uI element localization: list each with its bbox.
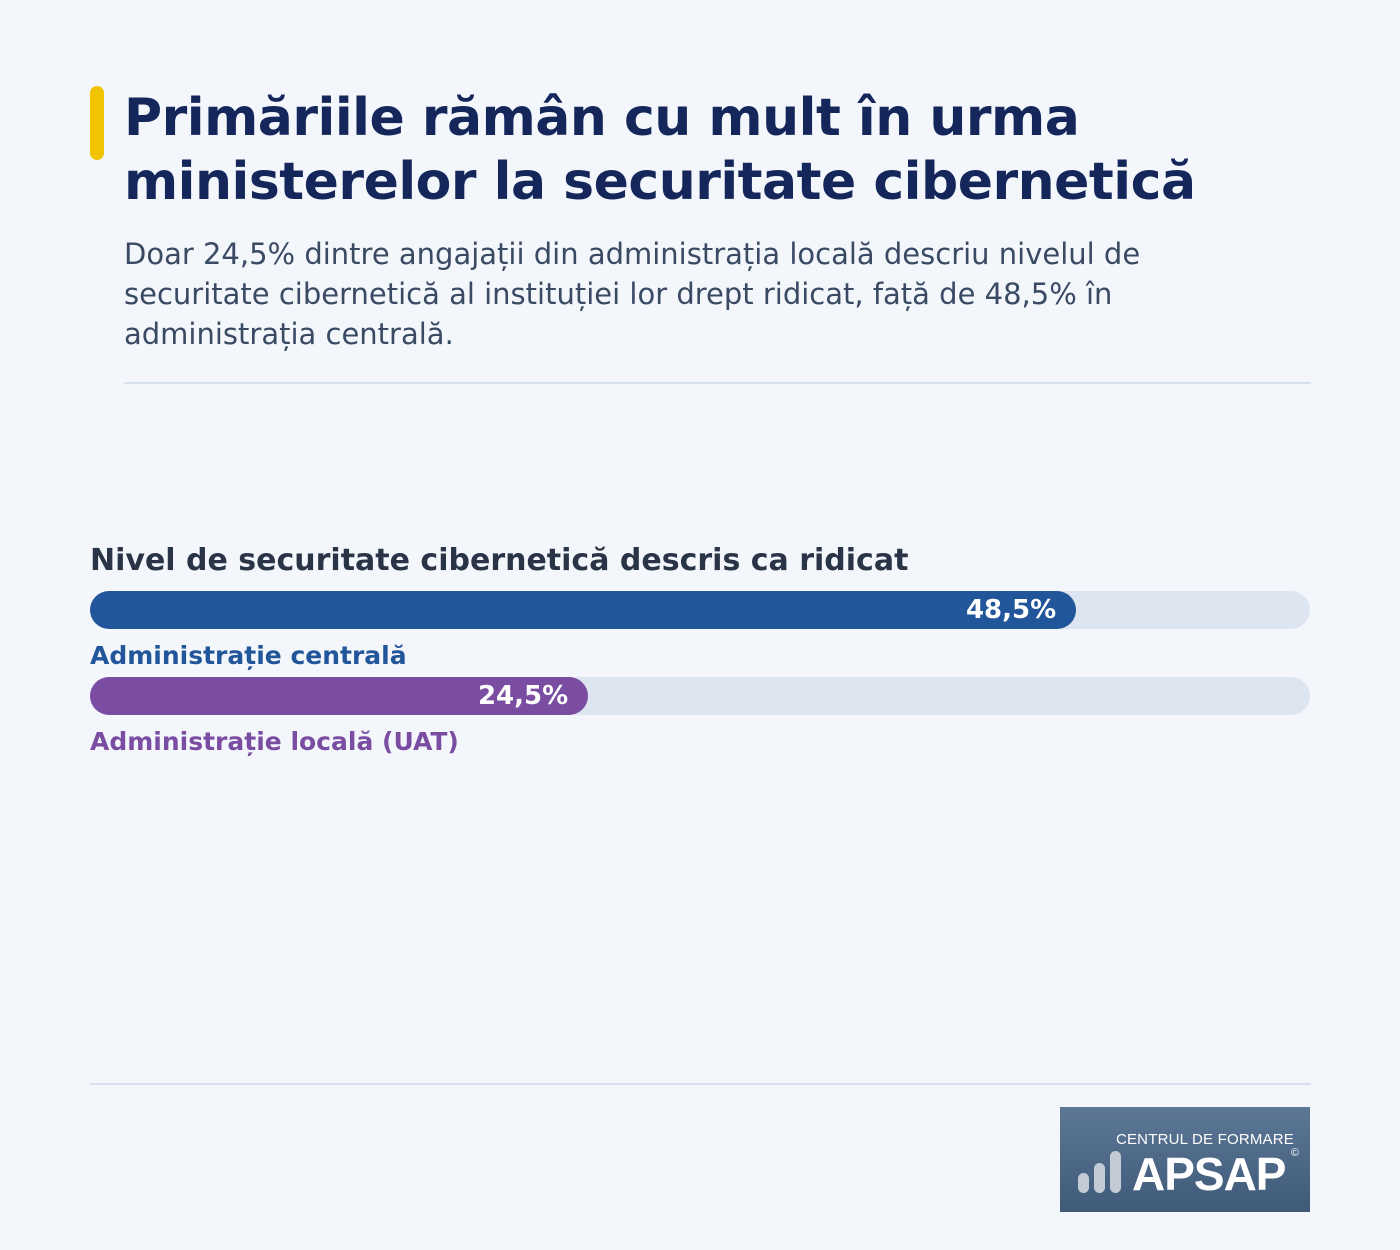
bar-central: 48,5% bbox=[90, 591, 1077, 629]
page-title: Primăriile rămân cu mult în urma ministe… bbox=[124, 86, 1324, 214]
apsap-logo: CENTRUL DE FORMARE APSAP © bbox=[1060, 1107, 1310, 1212]
bar-track-local: 24,5% bbox=[90, 677, 1310, 715]
bar-track-central: 48,5% bbox=[90, 591, 1310, 629]
title-accent-bar bbox=[90, 86, 104, 160]
page-subtitle-line-1: Doar 24,5% dintre angajații din administ… bbox=[124, 237, 1141, 271]
logo-subtitle: CENTRUL DE FORMARE bbox=[1115, 1131, 1294, 1148]
category-label-central: Administrație centrală bbox=[90, 641, 407, 670]
logo-copyright: © bbox=[1290, 1147, 1299, 1159]
page-subtitle-line-2: securitate cibernetică al instituției lo… bbox=[124, 277, 1113, 311]
page-title-line-1: Primăriile rămân cu mult în urma bbox=[124, 88, 1080, 148]
page-subtitle: Doar 24,5% dintre angajații din administ… bbox=[124, 234, 1314, 354]
bar-value-label-local: 24,5% bbox=[477, 681, 569, 711]
page-title-line-2: ministerelor la securitate cibernetică bbox=[124, 152, 1196, 212]
top-divider bbox=[124, 382, 1311, 384]
bar-local: 24,5% bbox=[90, 677, 589, 715]
bar-value-label-central: 48,5% bbox=[965, 595, 1057, 625]
chart-title: Nivel de securitate cibernetică descris … bbox=[90, 543, 909, 578]
page-subtitle-line-3: administrația centrală. bbox=[124, 317, 454, 351]
logo-wordmark: APSAP bbox=[1132, 1148, 1286, 1200]
category-label-local: Administrație locală (UAT) bbox=[90, 727, 459, 756]
bottom-divider bbox=[90, 1083, 1311, 1085]
bar-chart-icon bbox=[1078, 1151, 1121, 1193]
